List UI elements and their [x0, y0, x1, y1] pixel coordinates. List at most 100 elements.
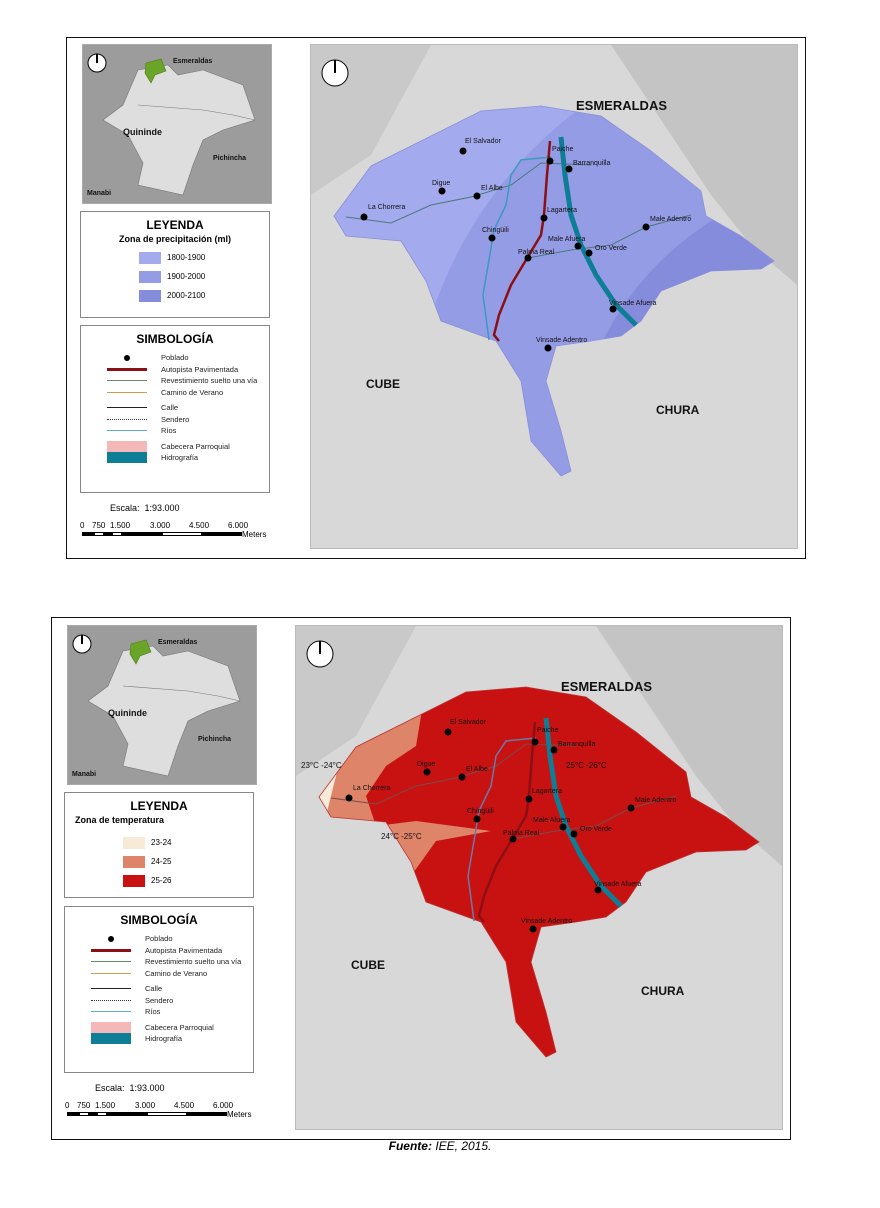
boundary-line — [122, 685, 241, 702]
town-label: Vinsade Afuera — [594, 881, 641, 888]
north-arrow-icon — [321, 59, 349, 87]
symbology-item: Hidrografía — [81, 452, 269, 464]
scale-value: 1:93.000 — [144, 503, 180, 513]
highlighted-parish-shape — [129, 639, 152, 665]
zone-1900-2000 — [411, 106, 774, 476]
town-label: El Albe — [466, 766, 488, 773]
town-marker — [585, 249, 593, 257]
town-label: Vinsade Afuera — [609, 300, 656, 307]
symbology-label: Calle — [161, 403, 179, 413]
town-label: La Chorrera — [353, 785, 390, 792]
symbology-label: Poblado — [161, 353, 189, 363]
street-line-icon — [99, 407, 155, 409]
scale-segment — [67, 1112, 79, 1116]
scale-segment — [202, 532, 242, 536]
symbology-item: Sendero — [81, 414, 269, 426]
scale-bar: Escala: 1:93.000 0 750 1.500 3.000 4.500 6.000… — [80, 503, 280, 543]
town-label: Digue — [417, 761, 435, 768]
scale-segment — [147, 1112, 187, 1116]
gravel-road — [330, 743, 577, 805]
gravel-road-line-icon — [83, 961, 139, 963]
symbology-item: Revestimiento suelto una vía — [81, 375, 269, 387]
summer-road-line-icon — [99, 391, 155, 393]
summer-road-line-icon — [83, 972, 139, 974]
town-label: Palma Real — [503, 830, 540, 837]
caption-text: IEE, 2015. — [431, 1139, 492, 1153]
town-label: Male Adentro — [635, 797, 676, 804]
town-label: Vinsade Adentro — [536, 337, 587, 344]
town-label: Oro Verde — [580, 826, 612, 833]
paved-highway-line-icon — [99, 367, 155, 371]
temperature-map-figure: Esmeraldas Quininde Pichincha Manabi LEYEND… — [51, 617, 791, 1140]
town-label: Male Afuera — [548, 236, 585, 243]
town-marker — [438, 187, 446, 195]
scale-unit: Meters — [227, 1110, 252, 1119]
scale-tick: 6.000 — [213, 1101, 234, 1110]
caption-label: Fuente: — [388, 1139, 432, 1153]
town-marker — [642, 223, 650, 231]
symbology-label: Revestimiento suelto una vía — [161, 376, 258, 386]
town-marker — [458, 773, 466, 781]
scale-tick: 1.500 — [110, 521, 131, 530]
symbology-title: SIMBOLOGÍA — [120, 913, 198, 927]
inset-label-esmeraldas: Esmeraldas — [173, 58, 212, 65]
trail-line-icon — [83, 999, 139, 1001]
town-label: Barranquilla — [558, 741, 595, 748]
scale-tick: 750 — [77, 1101, 91, 1110]
town-marker — [546, 157, 554, 165]
scale-text: Escala: 1:93.000 — [95, 1083, 165, 1093]
river — [482, 156, 552, 341]
town-label: Oro Verde — [595, 245, 627, 252]
town-marker — [473, 815, 481, 823]
parish-seat-swatch — [83, 1021, 139, 1033]
town-dot-icon — [83, 935, 139, 942]
town-marker — [627, 804, 635, 812]
town-marker — [524, 254, 532, 262]
legend-label: 1900-2000 — [167, 272, 206, 281]
town-marker — [360, 213, 368, 221]
town-marker — [559, 823, 567, 831]
scale-segment — [107, 1112, 147, 1116]
inset-label-manabi: Manabi — [72, 771, 96, 778]
scale-tick: 6.000 — [228, 521, 249, 530]
legend-swatch — [123, 855, 145, 868]
north-arrow-icon — [72, 634, 92, 654]
town-marker — [594, 886, 602, 894]
figure-caption: Fuente: IEE, 2015. — [0, 1139, 880, 1153]
town-marker — [459, 147, 467, 155]
legend-item: 23-24 — [65, 833, 253, 852]
town-marker — [473, 192, 481, 200]
neighbor-label-cube: CUBE — [366, 377, 400, 391]
town-marker — [544, 344, 552, 352]
precipitation-main-map: El Salvador Paiche Barranquilla Digue El Alb… — [310, 44, 798, 549]
legend-swatch — [139, 251, 161, 264]
location-inset-map: Esmeraldas Quininde Pichincha Manabi — [82, 44, 272, 204]
scale-tick: 3.000 — [135, 1101, 156, 1110]
legend-item: 24-25 — [65, 852, 253, 871]
symbology-item: Cabecera Parroquial — [65, 1021, 253, 1034]
symbology-label: Autopista Pavimentada — [161, 364, 239, 374]
legend-label: 24-25 — [151, 857, 172, 866]
town-label: Digue — [432, 180, 450, 187]
inset-label-esmeraldas: Esmeraldas — [158, 639, 197, 646]
scale-tick: 0 — [65, 1101, 70, 1110]
scale-label: Escala: — [95, 1083, 125, 1093]
legend-label: 25-26 — [151, 876, 172, 885]
symbology-label: Calle — [145, 984, 163, 994]
inset-label-manabi: Manabi — [87, 190, 111, 197]
town-label: Paiche — [552, 146, 574, 153]
symbology-box: SIMBOLOGÍA Poblado Autopista Pavimentada Re… — [64, 906, 254, 1073]
scale-text: Escala: 1:93.000 — [110, 503, 180, 513]
neighbor-label-chura: CHURA — [641, 984, 685, 998]
scale-label: Escala: — [110, 503, 140, 513]
symbology-item: Hidrografía — [65, 1033, 253, 1045]
scale-tick: 750 — [92, 521, 106, 530]
symbology-item: Poblado — [65, 933, 253, 945]
town-marker — [550, 746, 558, 754]
gravel-road — [512, 795, 677, 840]
street-line-icon — [83, 988, 139, 990]
legend-title: LEYENDA — [146, 218, 204, 232]
inset-label-pichincha: Pichincha — [213, 155, 246, 162]
legend-swatch — [123, 836, 145, 849]
symbology-item: Calle — [65, 983, 253, 995]
